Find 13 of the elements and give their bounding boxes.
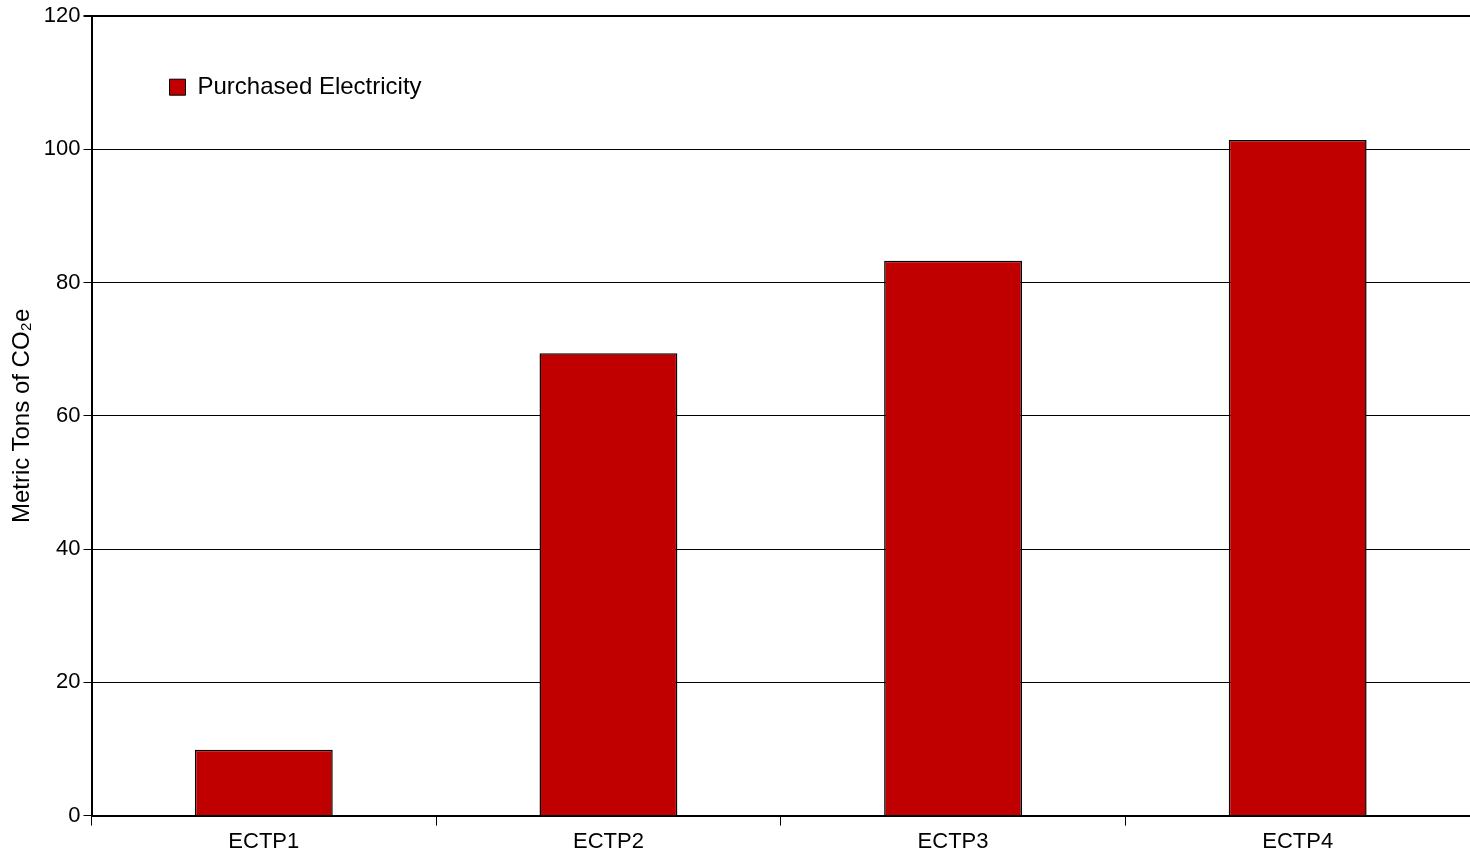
y-tick-label: 0 xyxy=(68,801,81,827)
x-tick-label: ECTP1 xyxy=(228,827,300,853)
y-tick-label: 100 xyxy=(43,135,81,161)
x-tick-label: ECTP2 xyxy=(572,827,644,853)
x-tick-label: ECTP4 xyxy=(1262,827,1334,853)
y-tick-label: 20 xyxy=(56,668,81,694)
legend-label: Purchased Electricity xyxy=(197,71,422,99)
y-axis-title: Metric Tons of CO₂e xyxy=(7,308,35,524)
y-tick-label: 60 xyxy=(56,401,81,427)
y-tick-label: 80 xyxy=(56,268,81,294)
y-tick-label: 120 xyxy=(43,2,81,28)
y-tick-label: 40 xyxy=(56,535,81,561)
x-tick-label: ECTP3 xyxy=(917,827,989,853)
